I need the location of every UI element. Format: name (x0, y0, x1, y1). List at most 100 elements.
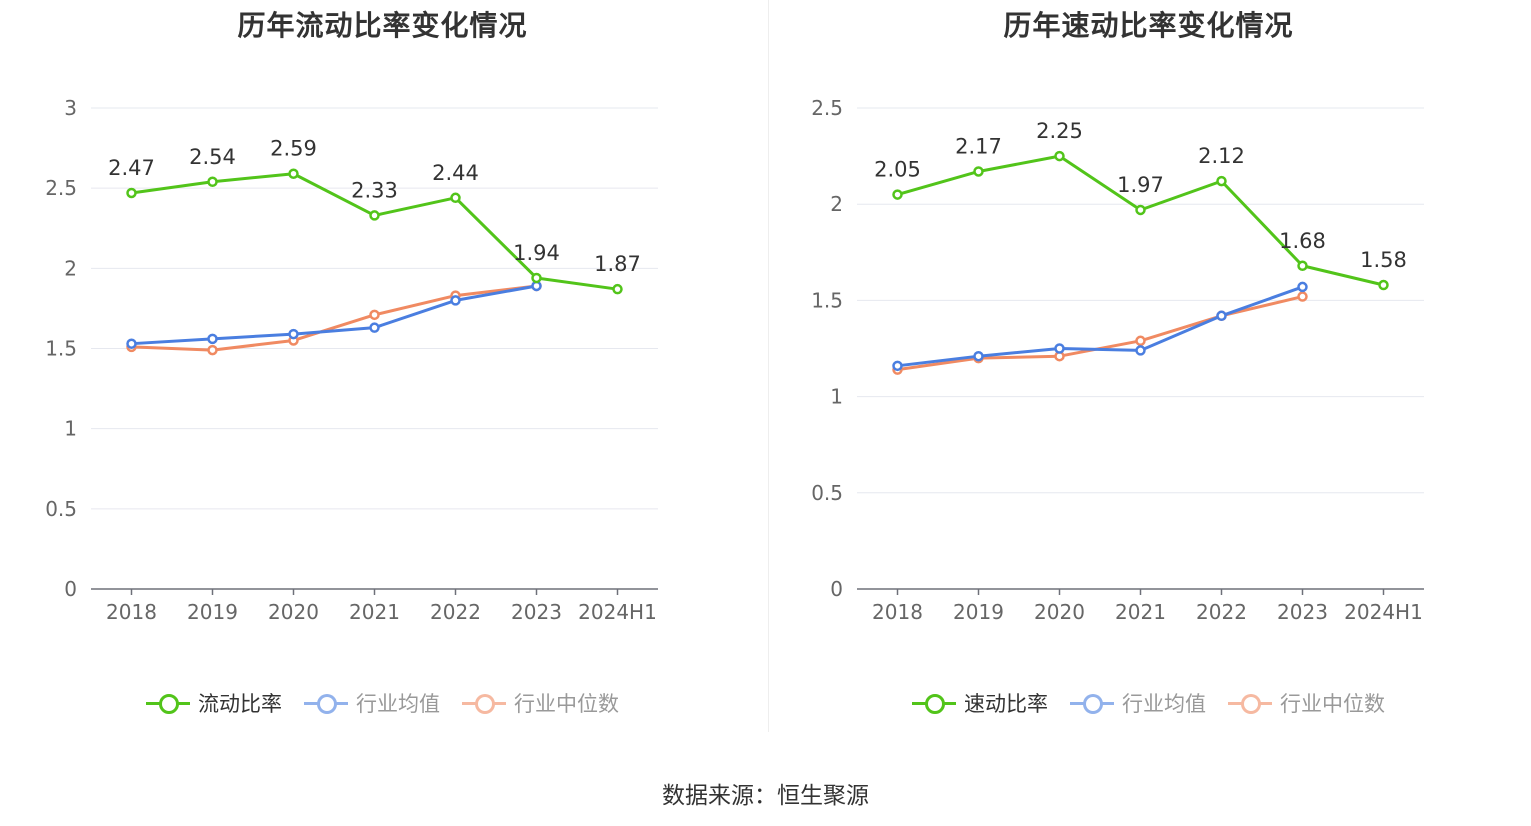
x-tick-label: 2022 (1196, 600, 1247, 624)
data-source: 数据来源：恒生聚源 (662, 783, 869, 809)
legend-item[interactable]: 行业均值 (304, 688, 440, 718)
x-tick-label: 2019 (187, 600, 238, 624)
data-point (1054, 343, 1065, 354)
x-tick-label: 2020 (268, 600, 319, 624)
chart-title: 历年流动比率变化情况 (237, 9, 528, 42)
data-point (1054, 150, 1065, 162)
data-point (207, 333, 218, 345)
x-tick-label: 2020 (1034, 600, 1085, 624)
legend-label: 行业均值 (1122, 692, 1206, 716)
data-point (207, 176, 218, 188)
panel-divider (768, 0, 769, 732)
data-point (1135, 335, 1146, 347)
x-tick-label: 2018 (106, 600, 157, 624)
data-point (973, 166, 984, 177)
legend-item[interactable]: 行业中位数 (462, 688, 619, 718)
data-label: 2.12 (1198, 144, 1245, 168)
legend-item[interactable]: 速动比率 (912, 688, 1048, 718)
legend-label: 流动比率 (198, 692, 282, 716)
legend-swatch-icon (462, 693, 506, 714)
data-point (369, 322, 380, 333)
data-point (207, 344, 218, 356)
y-tick-label: 0.5 (45, 497, 77, 521)
x-tick-label: 2021 (1115, 600, 1166, 624)
x-tick-label: 2024H1 (578, 600, 657, 624)
legend-label: 行业中位数 (514, 692, 619, 716)
data-point (892, 189, 903, 200)
x-tick-label: 2023 (1277, 600, 1328, 624)
data-label: 2.59 (270, 137, 317, 161)
data-point (450, 192, 461, 204)
data-point (1378, 279, 1389, 291)
current-ratio-chart: 0 0.5 1 1.5 2 2.5 3 2018 2019 2020 2021 2022 2023 202… (45, 96, 658, 624)
y-tick-label: 2 (64, 256, 77, 280)
y-tick-label: 1 (64, 417, 77, 441)
data-label: 1.97 (1117, 173, 1164, 197)
data-point (126, 338, 137, 349)
legend-label: 行业均值 (356, 692, 440, 716)
y-tick-label: 2.5 (811, 96, 843, 120)
quick-ratio-chart: 0 0.5 1 1.5 2 2.5 2018 2019 2020 2021 2022 2023 2024… (811, 96, 1424, 624)
data-point (288, 168, 299, 179)
x-tick-label: 2024H1 (1344, 600, 1423, 624)
data-label: 2.25 (1036, 119, 1083, 143)
series-line (131, 284, 537, 346)
legend-item[interactable]: 行业中位数 (1228, 688, 1385, 718)
legend: 流动比率 行业均值 行业中位数 (0, 688, 765, 718)
data-point (288, 328, 299, 340)
data-point (1135, 204, 1146, 216)
data-label: 2.17 (955, 134, 1002, 158)
data-point (892, 360, 903, 372)
legend-swatch-icon (912, 693, 956, 714)
legend-swatch-icon (1070, 693, 1114, 714)
y-tick-label: 2 (830, 192, 843, 216)
data-point (369, 309, 380, 321)
data-label: 1.87 (594, 252, 641, 276)
chart-title: 历年速动比率变化情况 (1003, 9, 1294, 42)
y-tick-label: 0 (64, 577, 77, 601)
data-label: 2.33 (351, 178, 398, 202)
data-label: 1.58 (1360, 248, 1407, 272)
data-point (450, 295, 461, 306)
data-point (1216, 310, 1227, 322)
y-tick-label: 0 (830, 577, 843, 601)
legend-item[interactable]: 行业均值 (1070, 688, 1206, 718)
x-tick-label: 2018 (872, 600, 923, 624)
legend-swatch-icon (304, 693, 348, 714)
legend: 速动比率 行业均值 行业中位数 (766, 688, 1531, 718)
x-tick-label: 2023 (511, 600, 562, 624)
x-tick-label: 2019 (953, 600, 1004, 624)
y-tick-label: 1.5 (45, 337, 77, 361)
legend-swatch-icon (1228, 693, 1272, 714)
y-tick-label: 1 (830, 385, 843, 409)
y-tick-label: 1.5 (811, 288, 843, 312)
data-point (973, 350, 984, 362)
legend-label: 速动比率 (964, 692, 1048, 716)
data-label: 1.94 (513, 241, 560, 265)
data-point (369, 210, 380, 221)
x-tick-label: 2022 (430, 600, 481, 624)
y-tick-label: 0.5 (811, 481, 843, 505)
data-label: 2.05 (874, 158, 921, 182)
data-point (1297, 291, 1308, 302)
data-label: 2.44 (432, 161, 479, 185)
data-label: 2.54 (189, 145, 236, 169)
data-point (1216, 175, 1227, 187)
legend-label: 行业中位数 (1280, 692, 1385, 716)
data-label: 2.47 (108, 156, 155, 180)
data-point (1135, 345, 1146, 356)
data-point (1297, 260, 1308, 272)
legend-swatch-icon (146, 693, 190, 714)
data-point (1297, 281, 1308, 293)
current-ratio-panel: 历年流动比率变化情况 0 0.5 1 1.5 2 2.5 3 2018 2019 2020 2021… (0, 0, 765, 740)
data-point (531, 272, 542, 284)
data-point (126, 187, 137, 199)
legend-item[interactable]: 流动比率 (146, 688, 282, 718)
x-tick-label: 2021 (349, 600, 400, 624)
data-label: 1.68 (1279, 229, 1326, 253)
series-line (897, 285, 1304, 368)
y-tick-label: 3 (64, 96, 77, 120)
series-line (131, 284, 537, 352)
quick-ratio-panel: 历年速动比率变化情况 0 0.5 1 1.5 2 2.5 2018 2019 2020 2021 2… (766, 0, 1531, 740)
y-tick-label: 2.5 (45, 176, 77, 200)
